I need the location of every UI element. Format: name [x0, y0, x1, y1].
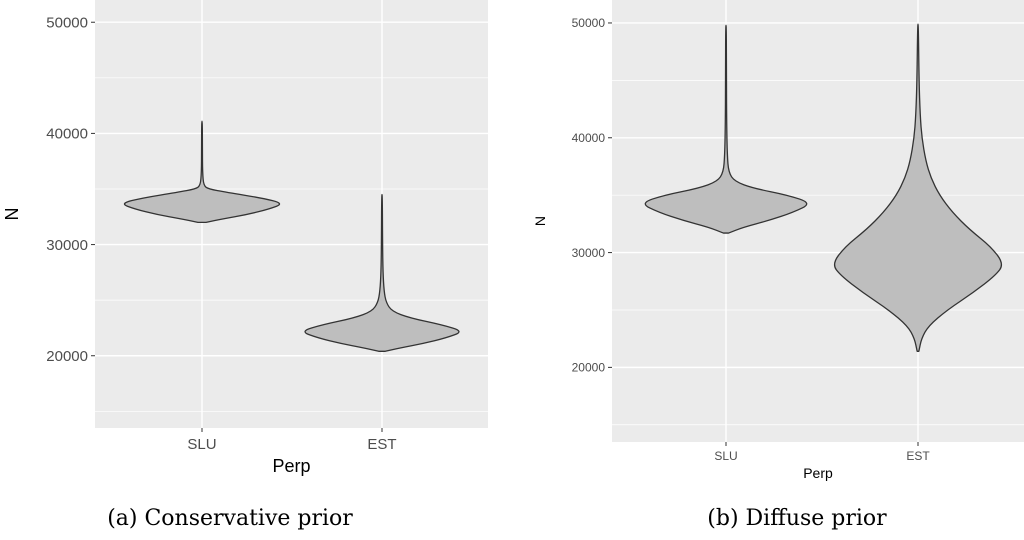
y-tick-label: 40000	[572, 131, 606, 145]
x-tick-label: SLU	[714, 449, 737, 463]
panel-background	[612, 0, 1024, 442]
x-axis-title: Perp	[272, 456, 310, 476]
violin-slu	[123, 120, 281, 223]
y-axis-title: N	[2, 208, 22, 221]
y-tick-label: 30000	[46, 237, 88, 254]
y-axis-title: N	[532, 216, 548, 226]
x-axis-title: Perp	[803, 465, 833, 481]
y-tick-label: 40000	[46, 126, 88, 143]
x-tick-label: SLU	[187, 436, 216, 453]
violin-slu	[644, 24, 808, 234]
y-tick-label: 50000	[572, 16, 606, 30]
panel-b-diffuse: 20000 30000 40000 50000 SLU EST Perp N	[532, 0, 1024, 481]
x-tick-label: EST	[367, 436, 396, 453]
caption-a: (a) Conservative prior	[107, 506, 353, 531]
y-tick-label: 30000	[572, 246, 606, 260]
violin-est	[304, 193, 460, 352]
x-tick-label: EST	[906, 449, 930, 463]
violin-est	[833, 23, 1003, 352]
y-tick-label: 20000	[572, 361, 606, 375]
caption-b: (b) Diffuse prior	[707, 506, 887, 531]
y-tick-label: 20000	[46, 348, 88, 365]
y-tick-label: 50000	[46, 14, 88, 31]
panel-a-conservative: 20000 30000 40000 50000 SLU EST Perp N	[2, 0, 488, 476]
